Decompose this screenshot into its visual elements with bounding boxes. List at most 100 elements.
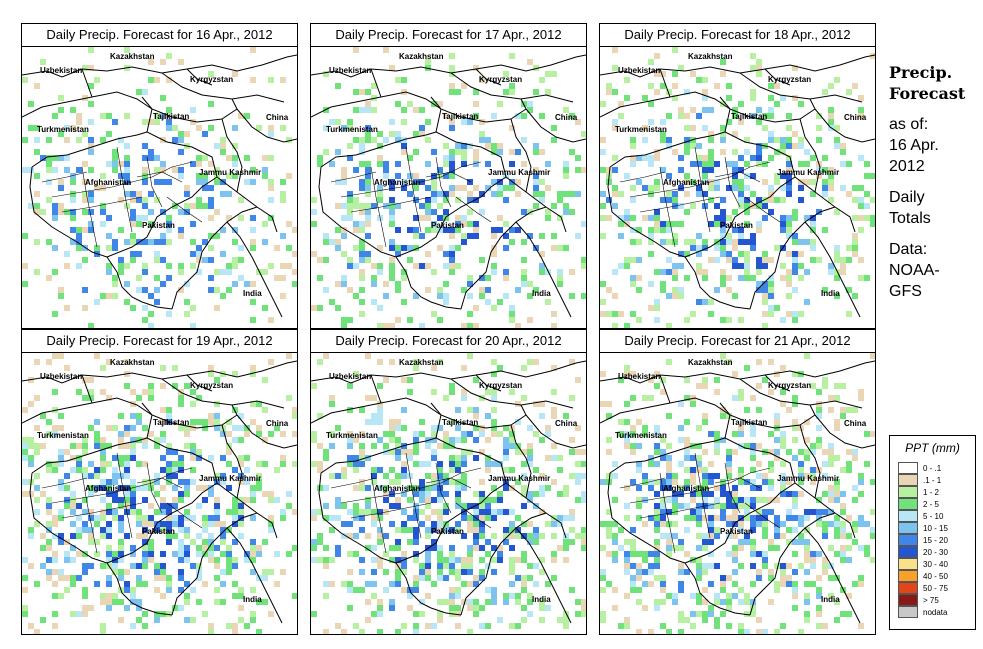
precip-cell [660, 581, 666, 587]
precip-cell [497, 545, 503, 551]
precip-cell [383, 377, 389, 383]
precip-cell [654, 461, 660, 467]
precip-cell [214, 509, 220, 515]
precip-cell [786, 179, 792, 185]
precip-cell [443, 503, 449, 509]
precip-cell [70, 197, 76, 203]
precip-cell [780, 443, 786, 449]
precip-cell [624, 485, 630, 491]
precip-cell [581, 497, 586, 503]
precip-cell [762, 551, 768, 557]
precip-cell [401, 449, 407, 455]
precip-cell [491, 545, 497, 551]
precip-cell [720, 239, 726, 245]
precip-cell [52, 557, 58, 563]
precip-cell [449, 269, 455, 275]
precip-cell [491, 593, 497, 599]
precip-cell [624, 617, 630, 623]
precip-cell [684, 503, 690, 509]
precip-cell [58, 485, 64, 491]
precip-cell [220, 473, 226, 479]
precip-cell [395, 281, 401, 287]
precip-cell [467, 551, 473, 557]
boundary-line [659, 166, 676, 248]
precip-cell [461, 161, 467, 167]
precip-cell [569, 587, 575, 593]
precip-cell [756, 485, 762, 491]
precip-cell [118, 617, 124, 623]
precip-cell [359, 149, 365, 155]
precip-cell [660, 533, 666, 539]
precip-cell [389, 431, 395, 437]
precip-cell [214, 377, 220, 383]
precip-cell [527, 101, 533, 107]
precip-cell [317, 413, 323, 419]
precip-cell [112, 509, 118, 515]
precip-cell [786, 491, 792, 497]
precip-cell [58, 185, 64, 191]
precip-cell [822, 461, 828, 467]
precip-cell [636, 419, 642, 425]
precip-cell [401, 377, 407, 383]
precip-cell [238, 533, 244, 539]
label-afghanistan: Afghanistan [374, 484, 421, 493]
precip-cell [714, 533, 720, 539]
precip-cell [335, 83, 341, 89]
precip-cell [58, 287, 64, 293]
precip-cell [160, 407, 166, 413]
precip-cell [461, 437, 467, 443]
precip-cell [347, 551, 353, 557]
panel-title: Daily Precip. Forecast for 17 Apr., 2012 [310, 23, 587, 47]
precip-cell [708, 491, 714, 497]
precip-cell [672, 83, 678, 89]
precip-cell [551, 203, 557, 209]
precip-cell [606, 167, 612, 173]
boundary-line [236, 108, 297, 143]
precip-cell [816, 623, 822, 629]
precip-cell [624, 77, 630, 83]
precip-cell [317, 539, 323, 545]
precip-cell [798, 185, 804, 191]
precip-cell [606, 473, 612, 479]
precip-cell [124, 299, 130, 305]
precip-cell [232, 173, 238, 179]
precip-cell [256, 629, 262, 634]
precip-cell [232, 593, 238, 599]
precip-cell [449, 89, 455, 95]
precip-cell [678, 65, 684, 71]
precip-cell [485, 455, 491, 461]
precip-cell [521, 473, 527, 479]
precip-cell [437, 425, 443, 431]
precip-cell [82, 305, 88, 311]
precip-cell [46, 503, 52, 509]
precip-cell [654, 563, 660, 569]
precip-cell [407, 593, 413, 599]
precip-cell [852, 233, 858, 239]
precip-cell [497, 299, 503, 305]
precip-cell [708, 167, 714, 173]
precip-cell [160, 281, 166, 287]
precip-cell [581, 539, 586, 545]
precip-cell [852, 245, 858, 251]
precip-cell [94, 539, 100, 545]
precip-cell [100, 479, 106, 485]
precip-cell [696, 575, 702, 581]
precip-cell [268, 215, 274, 221]
precip-cell [732, 263, 738, 269]
label-uzbekistan: Uzbekistan [40, 372, 83, 381]
precip-cell [232, 143, 238, 149]
precip-cell [395, 443, 401, 449]
precip-cell [467, 407, 473, 413]
precip-cell [88, 191, 94, 197]
precip-cell [798, 197, 804, 203]
precip-cell [383, 587, 389, 593]
precip-cell [46, 359, 52, 365]
precip-cell [834, 497, 840, 503]
precip-cell [329, 473, 335, 479]
precip-cell [600, 479, 606, 485]
precip-cell [311, 305, 317, 311]
precip-cell [112, 275, 118, 281]
precip-cell [88, 47, 94, 53]
precip-cell [124, 113, 130, 119]
precip-cell [130, 497, 136, 503]
